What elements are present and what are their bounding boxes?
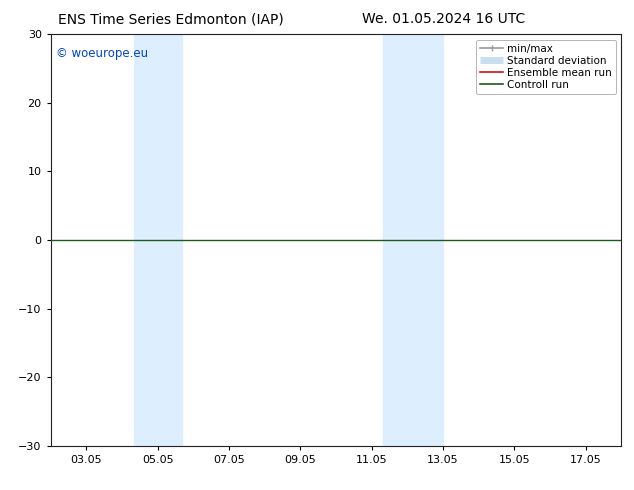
Bar <box>134 34 181 446</box>
Bar <box>384 34 443 446</box>
Legend: min/max, Standard deviation, Ensemble mean run, Controll run: min/max, Standard deviation, Ensemble me… <box>476 40 616 94</box>
Text: © woeurope.eu: © woeurope.eu <box>56 47 148 60</box>
Text: We. 01.05.2024 16 UTC: We. 01.05.2024 16 UTC <box>362 12 526 26</box>
Text: ENS Time Series Edmonton (IAP): ENS Time Series Edmonton (IAP) <box>58 12 284 26</box>
